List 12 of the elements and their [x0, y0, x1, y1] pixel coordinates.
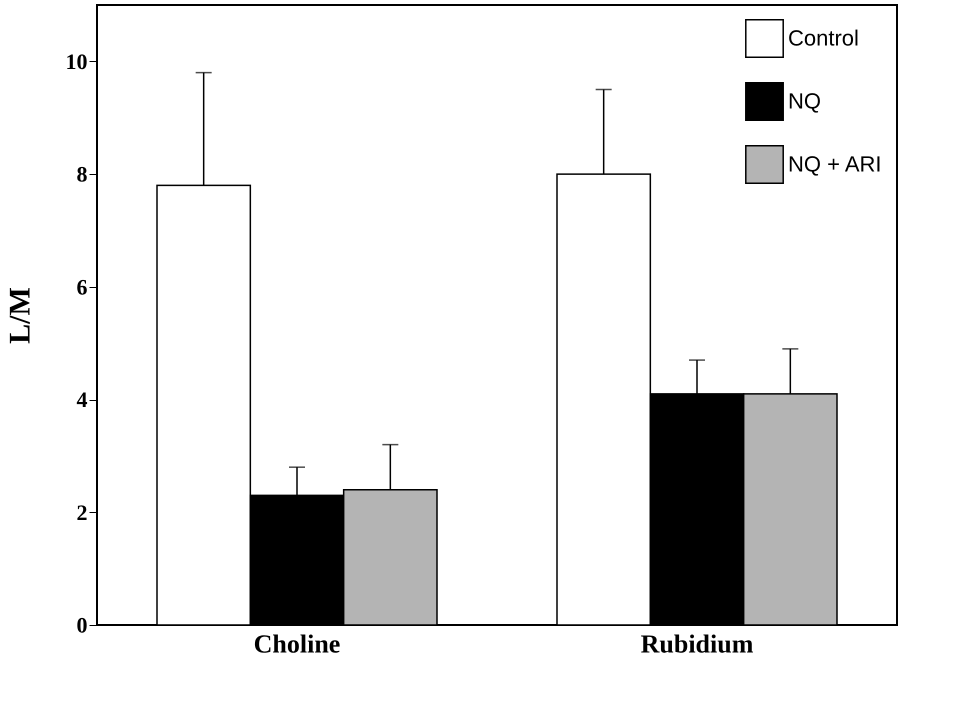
legend-label: Control — [788, 26, 859, 50]
y-tick-label: 10 — [66, 48, 88, 74]
y-tick-label: 8 — [76, 162, 88, 187]
y-tick-label: 2 — [76, 500, 88, 525]
y-tick-label: 0 — [76, 612, 88, 638]
y-tick-label: 6 — [76, 274, 88, 300]
legend-label: NQ — [788, 88, 821, 114]
x-tick-label: Choline — [254, 630, 340, 658]
y-tick-label: 4 — [76, 387, 88, 412]
y-axis-title: L/M — [4, 287, 36, 344]
legend-label: NQ + ARI — [788, 152, 882, 176]
x-tick-label: Rubidium — [640, 630, 754, 658]
